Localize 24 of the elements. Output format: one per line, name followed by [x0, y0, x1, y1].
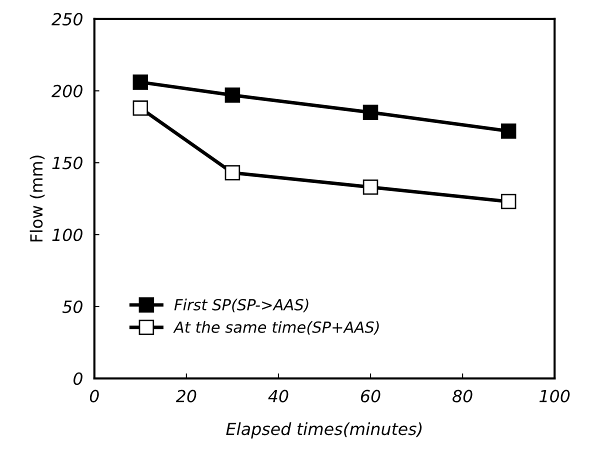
- point: [362, 104, 378, 120]
- x-tick-label: 20: [176, 390, 196, 402]
- x-tick-label: 80: [452, 390, 472, 402]
- point: [224, 165, 240, 180]
- legend-label: First SP(SP->AAS): [174, 298, 308, 312]
- point: [500, 194, 516, 210]
- y-tick-label: 0: [74, 372, 82, 385]
- x-axis-title: Elapsed times(minutes): [226, 422, 422, 438]
- point: [132, 74, 148, 90]
- point: [362, 180, 378, 195]
- point: [224, 87, 240, 103]
- legend-label: At the same time(SP+AAS): [173, 321, 379, 335]
- y-tick-label: 50: [62, 300, 82, 314]
- point: [132, 100, 148, 116]
- x-tick-label: 60: [360, 390, 380, 402]
- y-tick-label: 250: [52, 12, 82, 26]
- point: [500, 123, 516, 139]
- x-tick-label: 40: [268, 390, 288, 402]
- y-tick-label: 100: [52, 228, 82, 242]
- y-tick-label: 200: [52, 84, 82, 98]
- x-tick-label: 0: [90, 390, 99, 402]
- y-axis-title: Flow (mm): [30, 156, 45, 242]
- y-tick-label: 150: [52, 156, 82, 170]
- x-tick-label: 100: [540, 390, 570, 402]
